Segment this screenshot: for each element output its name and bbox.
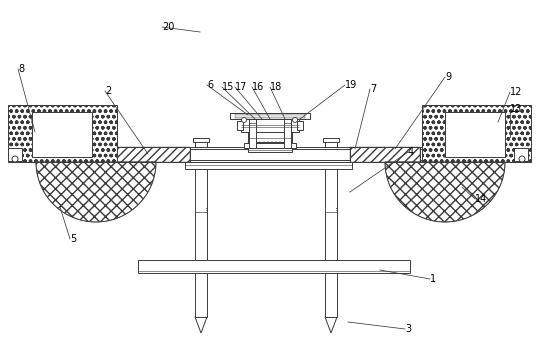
Text: 6: 6 [207,80,213,90]
Bar [325,273,337,317]
Bar [248,148,292,152]
Circle shape [293,118,297,122]
Bar [230,113,310,119]
Bar [514,148,528,161]
Bar [244,143,296,148]
Text: 5: 5 [70,234,76,244]
Circle shape [519,156,525,162]
Bar [195,140,207,260]
Text: 13: 13 [510,104,523,114]
Text: 4: 4 [408,147,414,157]
Bar [193,138,209,142]
Bar [297,121,303,130]
Bar [237,121,243,130]
Text: 8: 8 [18,64,24,74]
Text: 15: 15 [222,82,234,92]
Bar [195,273,207,317]
Bar [422,105,531,162]
Bar [323,138,339,142]
Bar [8,148,22,161]
Bar [115,147,190,162]
Text: 19: 19 [345,80,357,90]
Bar [22,147,515,162]
Bar [248,132,292,142]
Text: 1: 1 [430,274,436,284]
Circle shape [242,118,246,122]
Bar [185,162,352,169]
Polygon shape [385,162,505,222]
Bar [235,114,305,118]
Polygon shape [325,317,337,333]
Bar [115,147,190,162]
Text: 17: 17 [235,82,248,92]
Bar [22,149,515,160]
Polygon shape [36,162,156,222]
Bar [284,119,291,148]
Polygon shape [195,317,207,333]
Bar [249,119,256,148]
Text: 3: 3 [405,324,411,334]
Bar [241,119,299,132]
Bar [445,112,505,157]
Text: 12: 12 [510,87,523,97]
Bar [8,105,117,162]
Circle shape [12,156,18,162]
Bar [325,140,337,260]
Text: 2: 2 [105,86,111,96]
Bar [32,112,92,157]
Text: 7: 7 [370,84,376,94]
Bar [350,147,420,162]
Text: 14: 14 [475,194,487,204]
Text: 18: 18 [270,82,282,92]
Text: 9: 9 [445,72,451,82]
Text: 20: 20 [162,22,175,32]
Bar [350,147,420,162]
Text: 16: 16 [252,82,264,92]
Bar [138,260,410,273]
